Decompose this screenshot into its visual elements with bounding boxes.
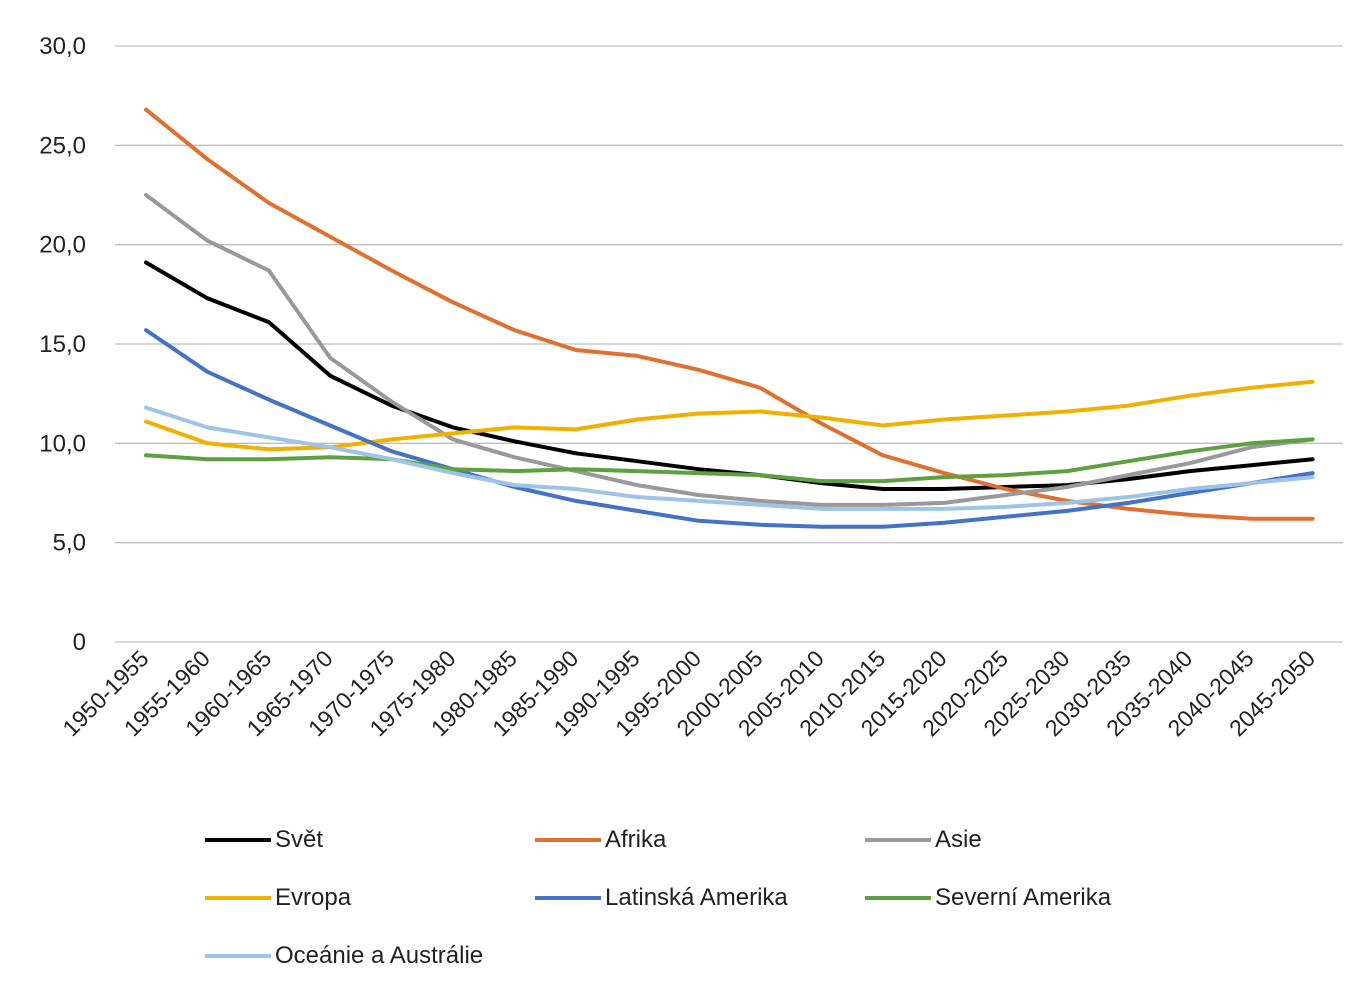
y-tick-label: 5,0 bbox=[53, 530, 86, 557]
legend-item: Afrika bbox=[535, 820, 666, 860]
legend-label: Svět bbox=[275, 826, 324, 853]
legend-item: Latinská Amerika bbox=[535, 878, 788, 918]
legend-swatch bbox=[205, 896, 271, 900]
legend-item: Severní Amerika bbox=[865, 878, 1111, 918]
y-tick-label: 25,0 bbox=[39, 132, 86, 159]
y-axis-tick-labels: 0 5,0 10,0 15,0 20,0 25,0 30,0 bbox=[39, 33, 86, 656]
series-line-2 bbox=[144, 193, 1315, 507]
series-line-0 bbox=[144, 260, 1315, 491]
legend-swatch bbox=[535, 838, 601, 842]
legend-item: Asie bbox=[865, 820, 982, 860]
legend: Svět Afrika Asie Evropa Latinská Amerika Seve… bbox=[205, 815, 1205, 985]
legend-swatch bbox=[205, 838, 271, 842]
legend-swatch bbox=[535, 896, 601, 900]
legend-label: Afrika bbox=[605, 826, 667, 853]
legend-label: Asie bbox=[935, 826, 982, 853]
legend-label: Oceánie a Austrálie bbox=[275, 942, 484, 969]
legend-label: Evropa bbox=[275, 884, 352, 911]
legend-label: Severní Amerika bbox=[935, 884, 1112, 911]
series-line-5 bbox=[144, 437, 1315, 484]
y-tick-label: 10,0 bbox=[39, 430, 86, 457]
y-tick-label: 0 bbox=[73, 629, 86, 656]
legend-item: Evropa bbox=[205, 878, 351, 918]
series-line-6 bbox=[144, 405, 1315, 511]
legend-swatch bbox=[205, 954, 271, 958]
legend-swatch bbox=[865, 896, 931, 900]
legend-item: Svět bbox=[205, 820, 323, 860]
gridlines bbox=[115, 45, 1343, 643]
series-line-4 bbox=[144, 328, 1315, 529]
y-tick-label: 15,0 bbox=[39, 331, 86, 358]
legend-swatch bbox=[865, 838, 931, 842]
series-lines bbox=[144, 107, 1315, 529]
legend-label: Latinská Amerika bbox=[605, 884, 788, 911]
y-tick-label: 30,0 bbox=[39, 33, 86, 60]
legend-item: Oceánie a Austrálie bbox=[205, 936, 483, 976]
series-line-1 bbox=[144, 107, 1315, 521]
y-tick-label: 20,0 bbox=[39, 232, 86, 259]
series-line-3 bbox=[144, 379, 1315, 452]
x-axis-tick-labels: 1950-19551955-19601960-19651965-19701970… bbox=[57, 645, 1320, 741]
